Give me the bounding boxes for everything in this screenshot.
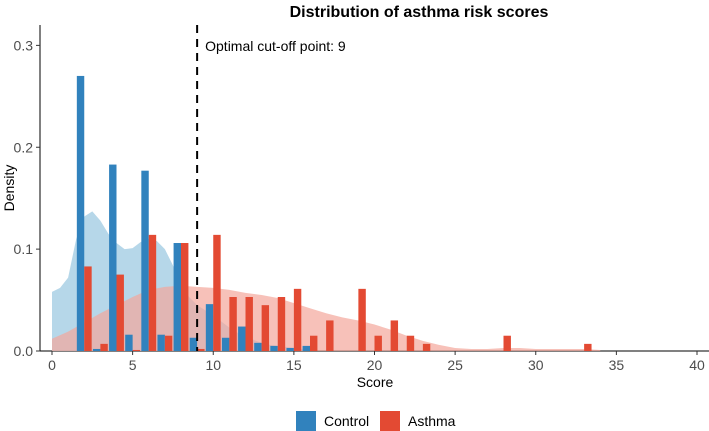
bar-asthma-14 [277, 297, 286, 351]
bar-asthma-28 [503, 335, 511, 351]
bar-asthma-23 [422, 343, 431, 351]
bar-control-15 [286, 347, 294, 351]
x-tick-label: 5 [129, 357, 137, 373]
legend: Control Asthma [296, 411, 456, 431]
y-tick-label: 0.1 [14, 241, 34, 257]
bar-control-3 [92, 348, 101, 351]
bar-control-5 [125, 334, 133, 351]
x-axis-label: Score [357, 374, 394, 390]
y-axis-label: Density [1, 165, 17, 212]
bar-control-11 [221, 337, 230, 351]
bar-layer [76, 75, 592, 351]
bar-asthma-4 [116, 274, 124, 351]
bar-asthma-11 [229, 297, 237, 351]
bar-asthma-21 [390, 320, 399, 351]
bar-asthma-22 [406, 335, 415, 351]
x-tick-label: 0 [48, 357, 56, 373]
x-tick-label: 40 [689, 357, 705, 373]
bar-control-8 [173, 243, 181, 351]
x-axis-ticks: 0 5 10 15 20 25 30 35 40 [48, 351, 705, 373]
x-tick-label: 20 [367, 357, 383, 373]
density-area-asthma [52, 285, 601, 351]
y-axis-ticks: 0.0 0.1 0.2 0.3 [14, 37, 40, 359]
bar-control-16 [302, 345, 310, 351]
bar-control-9 [189, 337, 198, 351]
bar-control-7 [157, 334, 165, 351]
bar-asthma-9 [197, 348, 205, 351]
bar-control-10 [205, 304, 214, 351]
bar-asthma-3 [100, 343, 108, 351]
legend-swatch-asthma [380, 411, 400, 431]
chart-title: Distribution of asthma risk scores [290, 4, 549, 21]
bar-control-12 [238, 326, 246, 351]
bar-asthma-5 [132, 349, 141, 351]
bar-control-6 [141, 170, 149, 351]
legend-swatch-control [296, 411, 316, 431]
legend-label-asthma: Asthma [408, 413, 456, 429]
bar-asthma-16 [310, 335, 318, 351]
bar-asthma-6 [148, 234, 157, 351]
y-tick-label: 0.0 [14, 343, 34, 359]
x-tick-label: 10 [205, 357, 221, 373]
bar-asthma-15 [293, 288, 302, 351]
bar-asthma-13 [261, 305, 270, 351]
x-tick-label: 15 [286, 357, 302, 373]
y-tick-label: 0.3 [14, 37, 34, 53]
bar-asthma-20 [374, 335, 382, 351]
bar-control-14 [270, 345, 278, 351]
bar-asthma-10 [213, 234, 221, 351]
bar-asthma-17 [326, 320, 334, 351]
bar-asthma-7 [164, 335, 173, 351]
bar-asthma-19 [358, 288, 366, 351]
x-tick-label: 35 [609, 357, 625, 373]
legend-label-control: Control [324, 413, 369, 429]
x-tick-label: 30 [528, 357, 544, 373]
bar-asthma-2 [84, 266, 92, 351]
bar-control-4 [109, 164, 117, 351]
bar-asthma-8 [181, 243, 189, 351]
bar-control-2 [76, 75, 85, 351]
bar-control-13 [254, 342, 262, 351]
x-tick-label: 25 [447, 357, 463, 373]
bar-asthma-33 [584, 343, 592, 351]
cutoff-label: Optimal cut-off point: 9 [205, 38, 346, 54]
y-tick-label: 0.2 [14, 139, 34, 155]
bar-asthma-12 [245, 297, 253, 351]
